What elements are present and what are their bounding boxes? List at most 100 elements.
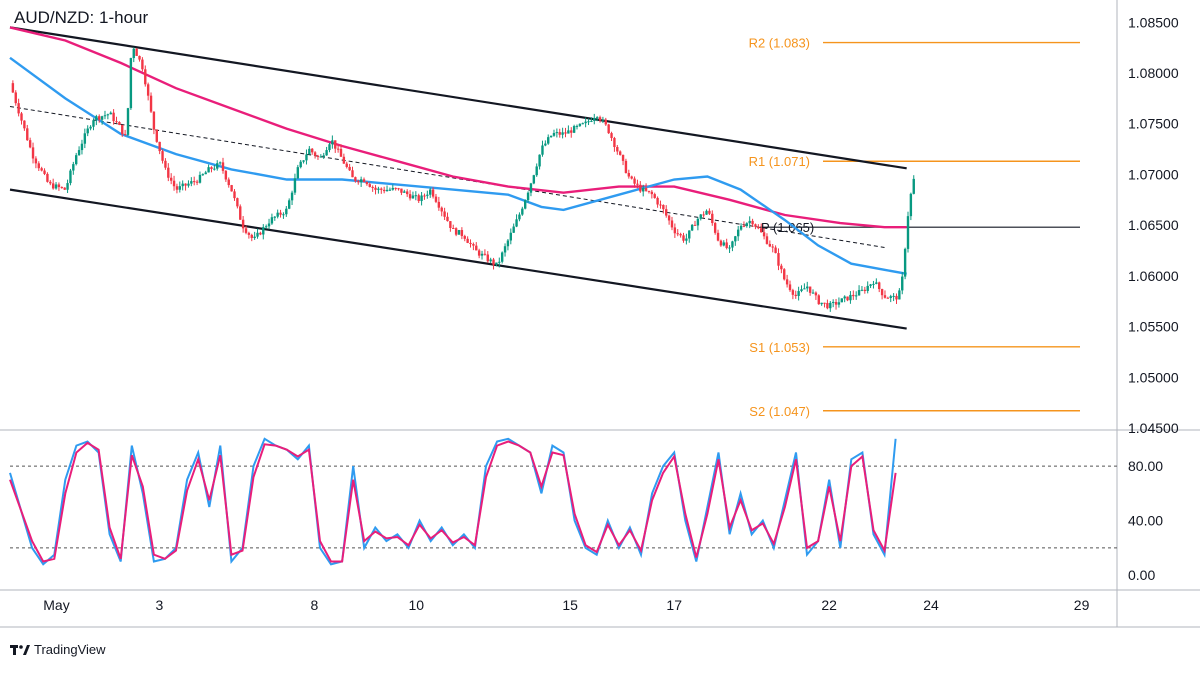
candle-body [811,292,815,294]
candle-body [512,226,515,233]
candle-body [224,170,228,180]
candle-body [129,58,133,109]
candle-body [676,233,679,235]
candle-body [382,189,386,192]
candle-body [486,254,489,262]
candle-body [244,228,248,233]
channel-mid-line [9,105,885,248]
candle-body [167,167,170,178]
candle-body [621,154,625,161]
candle-body [454,228,458,235]
candle-body [109,112,112,115]
candle-body [267,223,271,227]
candle-body [495,262,498,265]
price-tick-label: 1.07500 [1128,116,1179,132]
candle-body [86,128,89,134]
stochastic-tick-label: 80.00 [1128,458,1163,474]
candle-body [187,183,190,186]
time-tick-label: 15 [562,597,578,613]
candle-body [682,235,685,241]
candle-body [610,133,613,139]
candle-body [420,195,423,202]
candle-body [667,215,671,221]
candle-body [57,184,61,188]
candle-body [719,240,723,246]
candle-body [184,183,187,186]
candle-body [46,173,49,182]
candle-body [359,179,363,183]
candle-body [627,172,631,177]
time-tick-label: 17 [666,597,682,613]
candle-body [572,126,576,133]
candle-body [92,120,95,127]
fast-moving-average-line [9,56,907,275]
pivot-level-label: R1 (1.071) [749,154,810,169]
candle-body [791,290,795,295]
candle-body [549,135,553,138]
candle-body [328,144,331,151]
candle-body [898,290,901,300]
candle-body [541,145,544,155]
candle-body [912,178,915,194]
candle-body [371,186,374,188]
candle-body [51,183,55,189]
price-tick-label: 1.05500 [1128,319,1179,335]
candle-body [391,187,395,190]
candle-body [210,167,213,170]
candle-body [558,132,561,135]
candle-body [362,179,366,182]
candle-body [745,223,749,227]
candle-body [201,174,205,176]
candle-body [607,124,610,134]
candle-body [149,95,153,112]
candle-body [860,289,864,291]
candle-body [854,295,858,297]
candle-body [705,210,708,215]
candle-body [909,193,913,217]
candle-body [483,253,487,255]
candle-body [218,162,222,164]
candle-body [578,123,582,126]
candle-body [590,120,593,122]
candle-body [820,302,823,305]
candle-body [397,188,400,190]
candle-body [161,151,164,161]
candle-body [656,197,659,205]
candle-body [204,172,207,175]
candle-body [374,187,377,190]
candle-body [521,208,524,215]
candle-body [843,296,846,299]
time-tick-label: 8 [311,597,319,613]
candle-body [618,151,622,155]
candle-body [886,297,890,299]
candle-body [555,132,559,134]
candle-body [857,290,861,296]
candle-body [460,230,464,237]
candle-body [728,247,731,249]
candle-body [115,121,118,123]
candle-body [259,232,262,235]
candle-body [287,200,291,209]
candle-body [20,113,23,121]
candle-body [636,183,639,185]
candle-body [722,242,725,246]
pivot-level-label: R2 (1.083) [749,36,810,51]
candle-body [469,242,472,245]
candle-body [846,296,849,301]
candle-body [80,143,84,151]
candle-body [365,181,369,185]
candle-body [526,192,530,201]
candle-body [624,160,628,173]
price-tick-label: 1.06000 [1128,268,1179,284]
candle-body [37,163,40,169]
pivot-level-label: S2 (1.047) [749,404,810,419]
candle-body [348,166,351,171]
channel-upper-line [9,26,907,170]
candle-body [26,128,29,141]
candle-body [144,69,147,85]
candle-body [77,150,81,156]
candle-body [95,116,98,121]
candle-body [339,148,343,157]
candle-body [40,168,43,171]
